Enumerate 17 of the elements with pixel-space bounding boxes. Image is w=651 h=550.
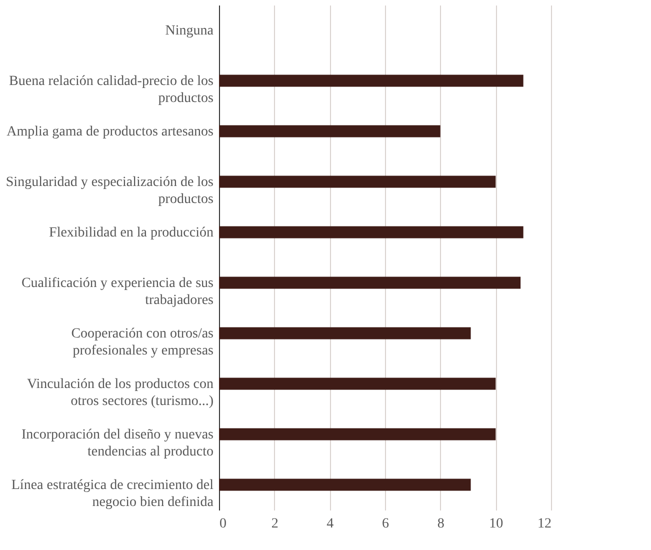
y-tick-label: Vinculación de los productos con otros sectores (turismo...) — [26, 376, 214, 409]
y-tick-label: Cualificación y experiencia de sus trabajadores — [21, 276, 214, 308]
y-tick-label: Buena relación calidad-precio de los productos — [9, 74, 214, 106]
y-tick-label: Flexibilidad en la producción — [49, 225, 214, 240]
x-tick-label: 2 — [271, 516, 278, 532]
x-tick-label: 10 — [489, 516, 504, 532]
y-tick-label: Ninguna — [165, 23, 214, 38]
y-tick-label: Línea estratégica de crecimiento del negocio bien definida — [11, 478, 214, 510]
x-tick-label: 8 — [437, 516, 444, 532]
x-tick-label: 12 — [538, 516, 552, 532]
x-tick-label: 4 — [326, 516, 334, 532]
y-tick-label: Cooperación con otros/as profesionales y empresas — [71, 326, 214, 358]
x-tick-label: 0 — [220, 516, 226, 532]
y-tick-label: Singularidad y especialización de los productos — [6, 174, 214, 207]
y-tick-label: Incorporación del diseño y nuevas tendencias al producto — [21, 427, 214, 460]
y-tick-label: Amplia gama de productos artesanos — [6, 124, 214, 140]
x-tick-label: 6 — [382, 516, 389, 532]
